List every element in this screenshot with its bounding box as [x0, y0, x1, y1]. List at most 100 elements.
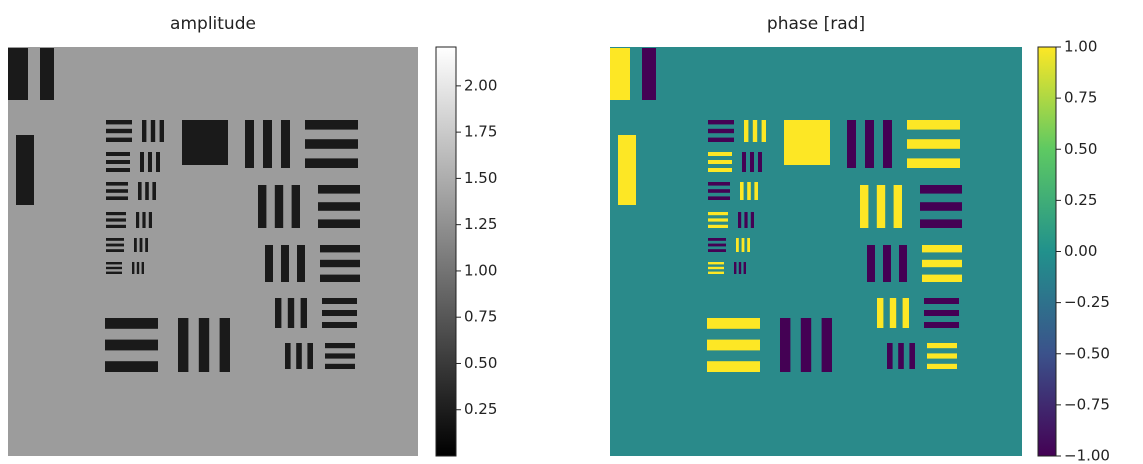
target-bar: [106, 182, 128, 186]
target-square: [182, 120, 228, 165]
target-bar: [738, 212, 742, 228]
target-bar: [297, 245, 305, 282]
target-bar: [258, 185, 267, 228]
target-bar: [898, 343, 904, 369]
target-bar: [708, 128, 734, 134]
image: [610, 47, 1022, 456]
target-bar: [265, 245, 273, 282]
target-bar: [322, 322, 357, 328]
target-bar: [907, 120, 960, 130]
target-bar: [876, 185, 886, 228]
colorbar-tick-label: −0.50: [1064, 344, 1110, 362]
target-bar: [159, 120, 164, 142]
target-bar: [708, 212, 728, 216]
target-bar: [744, 212, 748, 228]
target-bar: [305, 158, 358, 168]
target-bar: [106, 238, 124, 241]
target-bar: [883, 120, 892, 168]
target-bar: [142, 212, 146, 228]
target-bar: [106, 249, 124, 252]
target-bar: [141, 262, 144, 274]
target-bar: [708, 120, 734, 125]
colorbar: [1037, 46, 1057, 457]
target-bar: [106, 262, 122, 265]
target-bar: [907, 158, 960, 168]
target-bar: [742, 152, 746, 172]
target-bar: [708, 182, 730, 186]
edge-bar: [610, 48, 630, 100]
target-bar: [150, 120, 156, 142]
target-bar: [300, 298, 307, 328]
target-bar: [263, 120, 272, 168]
target-bar: [889, 298, 897, 328]
target-bar: [707, 361, 760, 372]
colorbar-tick-label: 0.75: [464, 308, 497, 326]
target-bar: [106, 137, 132, 142]
target-bar: [893, 185, 902, 228]
target-bar: [761, 120, 766, 142]
colorbar-tick-label: 2.00: [464, 76, 497, 94]
target-bar: [322, 298, 357, 304]
target-bar: [285, 343, 291, 369]
colorbar: [435, 46, 457, 457]
target-bar: [296, 343, 302, 369]
target-bar: [734, 262, 737, 274]
target-bar: [867, 245, 875, 282]
target-bar: [738, 262, 742, 274]
target-square: [784, 120, 830, 165]
edge-bar: [642, 48, 656, 100]
target-bar: [325, 363, 355, 369]
colorbar-tick-label: −0.25: [1064, 293, 1110, 311]
target-bar: [106, 218, 126, 222]
chart-title: phase [rad]: [767, 14, 865, 34]
target-bar: [105, 361, 158, 372]
colorbar-tick-label: 0.50: [1064, 140, 1097, 158]
target-bar: [750, 152, 754, 172]
target-bar: [708, 168, 732, 172]
target-bar: [106, 196, 128, 200]
target-bar: [106, 271, 122, 274]
target-bar: [148, 212, 152, 228]
target-bar: [134, 238, 137, 252]
edge-bar: [8, 48, 28, 100]
target-bar: [780, 318, 791, 372]
target-bar: [860, 185, 869, 228]
colorbar-tick-label: 0.50: [464, 354, 497, 372]
target-bar: [106, 160, 130, 164]
target-bar: [320, 274, 360, 282]
target-bar: [708, 262, 724, 265]
colorbar-tick-label: 1.00: [1064, 38, 1097, 56]
target-bar: [924, 298, 959, 304]
target-bar: [148, 152, 152, 172]
target-bar: [847, 120, 856, 168]
target-bar: [106, 168, 130, 172]
target-bar: [281, 245, 289, 282]
target-bar: [744, 120, 749, 142]
target-bar: [139, 238, 143, 252]
target-bar: [219, 318, 230, 372]
target-bar: [922, 259, 962, 268]
target-bar: [156, 152, 160, 172]
target-bar: [800, 318, 812, 372]
target-bar: [318, 185, 360, 194]
target-bar: [743, 262, 746, 274]
target-bar: [106, 189, 128, 193]
target-bar: [152, 182, 156, 200]
target-bar: [325, 353, 355, 359]
target-bar: [322, 310, 357, 316]
target-bar: [883, 245, 891, 282]
target-bar: [708, 249, 726, 252]
target-bar: [708, 152, 732, 156]
target-bar: [140, 152, 144, 172]
target-bar: [754, 182, 758, 200]
target-bar: [106, 224, 126, 228]
target-bar: [708, 271, 724, 274]
target-bar: [245, 120, 254, 168]
target-bar: [106, 120, 132, 125]
target-bar: [922, 245, 962, 253]
target-bar: [320, 245, 360, 253]
colorbar-tick-label: 1.25: [464, 215, 497, 233]
target-bar: [106, 152, 130, 156]
target-bar: [307, 343, 313, 369]
target-bar: [318, 219, 360, 228]
